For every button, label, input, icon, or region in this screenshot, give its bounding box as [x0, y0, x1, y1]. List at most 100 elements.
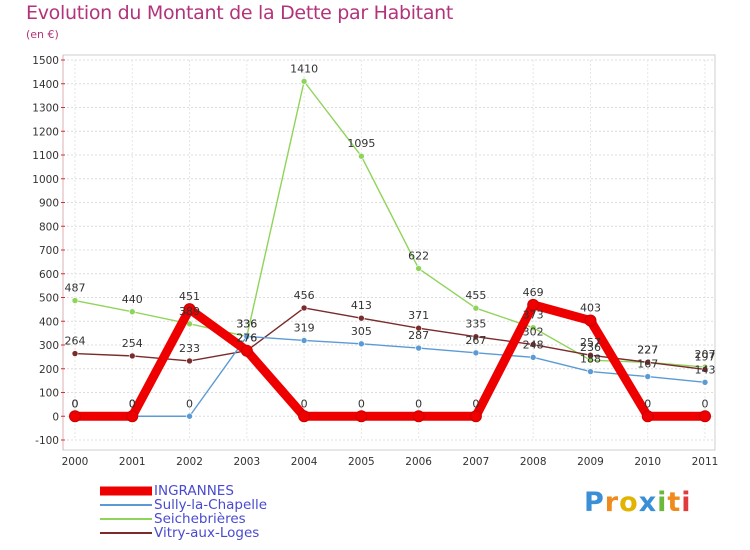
- data-label: 302: [523, 326, 544, 339]
- data-label: 319: [294, 321, 315, 334]
- proxiti-logo: Proxiti: [584, 487, 692, 518]
- x-tick-label: 2005: [348, 456, 375, 468]
- x-tick-label: 2003: [233, 456, 260, 468]
- data-label: 1095: [347, 137, 375, 150]
- logo-letter: x: [638, 487, 658, 518]
- series-line-sully-la-chapelle: [74, 335, 706, 417]
- y-tick-label: 800: [39, 221, 59, 233]
- data-label: 0: [702, 397, 709, 410]
- data-point: [71, 350, 79, 357]
- y-tick-label: 700: [39, 245, 59, 257]
- data-point: [183, 303, 196, 316]
- data-point: [415, 265, 422, 272]
- data-point: [358, 340, 365, 348]
- data-label: 305: [351, 325, 372, 338]
- data-point: [529, 341, 537, 348]
- data-label: 267: [465, 334, 486, 347]
- data-point: [186, 357, 193, 365]
- logo-letter: i: [657, 487, 668, 518]
- data-label: 197: [695, 350, 716, 363]
- x-tick-label: 2009: [577, 456, 604, 468]
- data-label: 389: [179, 305, 200, 318]
- data-point: [71, 297, 79, 304]
- y-tick-label: 0: [52, 411, 59, 423]
- data-label: 188: [580, 353, 601, 366]
- data-label: 264: [65, 335, 86, 348]
- data-point: [472, 333, 480, 340]
- data-label: 0: [301, 397, 308, 410]
- data-label: 207: [695, 348, 716, 361]
- data-point: [358, 152, 365, 160]
- data-label: 487: [65, 282, 86, 295]
- data-label: 0: [72, 397, 79, 410]
- series-line-ingrannes: [70, 300, 710, 421]
- data-label: 413: [351, 299, 372, 312]
- data-label: 257: [580, 336, 601, 349]
- data-point: [472, 349, 480, 357]
- y-tick-label: 200: [39, 364, 59, 376]
- legend-label-ingrannes: INGRANNES: [154, 483, 234, 499]
- data-label: 0: [472, 397, 479, 410]
- series-line-seichebri-res: [74, 80, 706, 368]
- data-label: 456: [294, 289, 315, 302]
- legend-label-sully: Sully-la-Chapelle: [154, 497, 268, 513]
- legend-swatch-sully: [100, 504, 152, 506]
- data-label: 233: [179, 342, 200, 355]
- data-label: 276: [236, 332, 257, 345]
- legend-swatch-ingrannes: [100, 486, 152, 496]
- logo-letter: o: [619, 487, 639, 518]
- data-label: 469: [523, 286, 544, 299]
- data-label: 0: [129, 397, 136, 410]
- data-point: [587, 368, 594, 375]
- data-point: [128, 352, 136, 360]
- data-point: [644, 373, 652, 380]
- data-point: [186, 412, 193, 420]
- y-tick-label: 100: [39, 388, 59, 400]
- data-point: [527, 298, 540, 311]
- data-point: [300, 337, 308, 344]
- data-label: 403: [580, 302, 601, 315]
- data-label: 440: [122, 293, 143, 306]
- data-point: [243, 333, 251, 340]
- x-tick-label: 2011: [692, 456, 719, 468]
- data-label: 0: [415, 397, 422, 410]
- data-label: 336: [236, 317, 257, 330]
- data-point: [584, 314, 597, 327]
- y-tick-label: 1100: [32, 150, 59, 162]
- data-label: 451: [179, 290, 200, 303]
- data-label: 287: [408, 329, 429, 342]
- chart-subtitle: (en €): [26, 28, 59, 41]
- data-label: 254: [122, 337, 143, 350]
- logo-letter: t: [667, 487, 682, 518]
- legend-label-vitry: Vitry-aux-Loges: [154, 525, 260, 541]
- x-tick-label: 2007: [463, 456, 490, 468]
- data-point: [529, 354, 537, 361]
- data-point: [701, 378, 709, 386]
- data-label: 236: [580, 341, 601, 354]
- data-point: [644, 359, 652, 366]
- data-label: 455: [465, 289, 486, 302]
- data-point: [415, 324, 422, 332]
- y-tick-label: 600: [39, 269, 59, 281]
- y-tick-label: 400: [39, 316, 59, 328]
- y-tick-label: 1400: [32, 79, 59, 91]
- y-tick-label: 900: [39, 198, 59, 210]
- data-point: [699, 410, 711, 423]
- data-point: [240, 344, 253, 357]
- x-tick-label: 2004: [291, 456, 318, 468]
- data-label: 335: [465, 318, 486, 331]
- data-point: [355, 410, 368, 423]
- data-label: 373: [523, 309, 544, 322]
- legend-swatch-seichebrieres: [100, 518, 152, 520]
- data-label: 0: [72, 397, 79, 410]
- data-label: 622: [408, 250, 429, 263]
- data-point: [412, 410, 425, 423]
- data-label: 336: [236, 317, 257, 330]
- data-label: 1410: [290, 62, 318, 75]
- data-point: [587, 351, 594, 359]
- data-point: [128, 308, 136, 316]
- data-point: [415, 344, 422, 352]
- data-point: [126, 410, 139, 423]
- data-label: 227: [637, 343, 658, 356]
